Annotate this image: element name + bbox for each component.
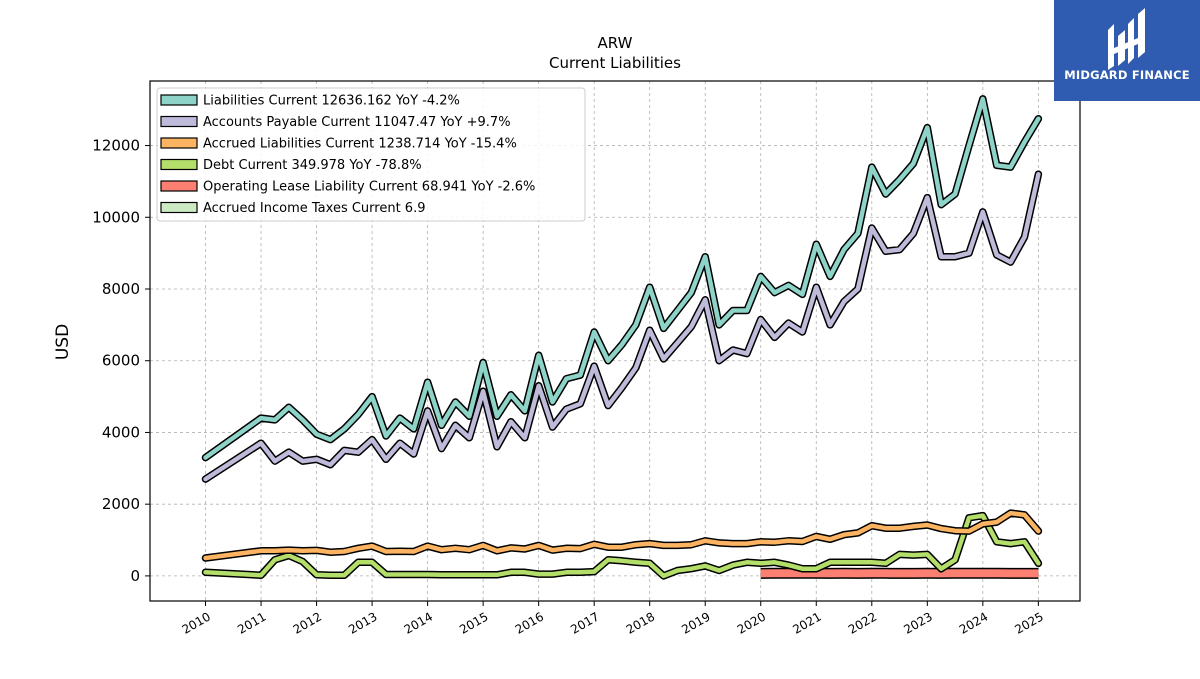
y-tick-label: 6000 xyxy=(102,352,140,370)
chart-subtitle: Current Liabilities xyxy=(549,54,681,72)
legend-label: Accrued Liabilities Current 1238.714 YoY… xyxy=(203,137,517,152)
legend: Liabilities Current 12636.162 YoY -4.2% A… xyxy=(157,88,585,221)
legend-swatch xyxy=(161,181,197,191)
y-tick-label: 12000 xyxy=(92,137,140,155)
y-tick-label: 8000 xyxy=(102,280,140,298)
legend-label: Accrued Income Taxes Current 6.9 xyxy=(203,201,425,216)
legend-swatch xyxy=(161,95,197,105)
legend-label: Accounts Payable Current 11047.47 YoY +9… xyxy=(203,115,511,130)
y-tick-label: 10000 xyxy=(92,208,140,226)
legend-label: Operating Lease Liability Current 68.941… xyxy=(203,180,535,195)
y-tick-label: 4000 xyxy=(102,423,140,441)
legend-label: Debt Current 349.978 YoY -78.8% xyxy=(203,158,422,173)
logo-text: MIDGARD FINANCE xyxy=(1054,68,1200,82)
y-tick-label: 2000 xyxy=(102,495,140,513)
legend-swatch xyxy=(161,203,197,213)
legend-swatch xyxy=(161,117,197,127)
legend-swatch xyxy=(161,138,197,148)
chart-title: ARW xyxy=(598,34,633,52)
legend-label: Liabilities Current 12636.162 YoY -4.2% xyxy=(203,94,460,109)
brand-logo: MIDGARD FINANCE xyxy=(1054,0,1200,101)
logo-mark-icon xyxy=(1054,0,1200,101)
y-axis-label: USD xyxy=(53,324,73,360)
y-tick-label: 0 xyxy=(130,567,140,585)
legend-swatch xyxy=(161,160,197,170)
